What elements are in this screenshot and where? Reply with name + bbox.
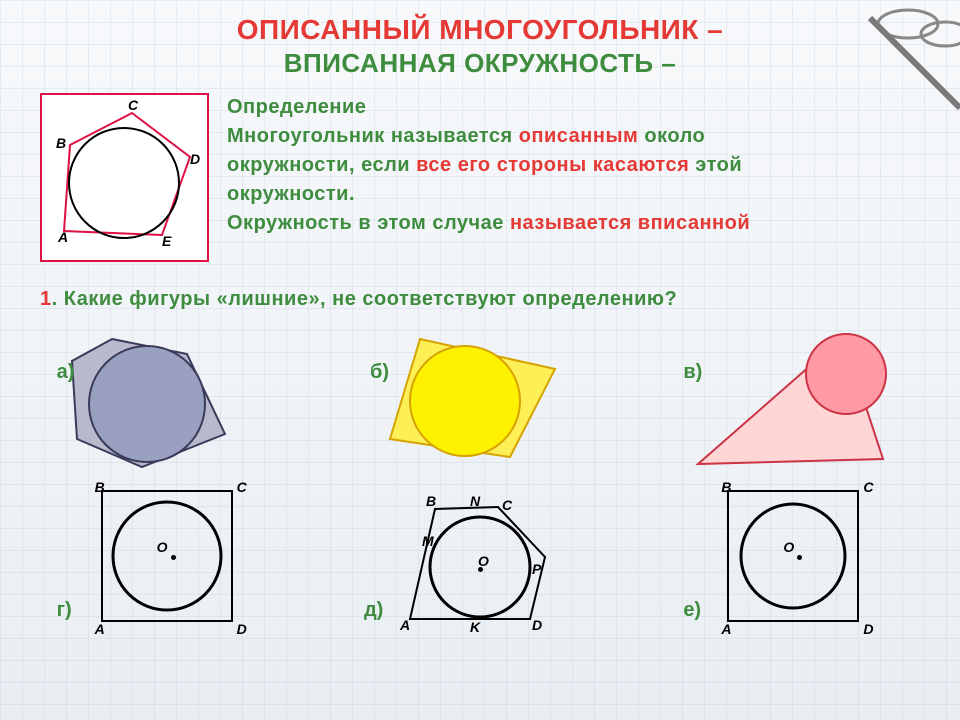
e-center-dot bbox=[478, 567, 483, 572]
figure-f: е) B C A D O bbox=[643, 479, 943, 639]
q-num: 1 bbox=[40, 288, 52, 310]
e-b: B bbox=[426, 493, 436, 509]
e-c: C bbox=[502, 497, 512, 513]
def-w9: Окружность в этом случае bbox=[227, 212, 504, 234]
figure-e: д) A B C D K M N P O bbox=[330, 479, 630, 639]
d-center-dot bbox=[171, 555, 176, 560]
f-c: C bbox=[863, 479, 873, 495]
label-a: а) bbox=[57, 361, 75, 384]
e-m: M bbox=[422, 533, 434, 549]
label-d: г) bbox=[57, 599, 72, 622]
e-n: N bbox=[470, 493, 480, 509]
label-b: б) bbox=[370, 361, 389, 384]
def-w7: этой bbox=[689, 154, 742, 176]
f-a: A bbox=[721, 621, 731, 637]
vertex-a: A bbox=[58, 229, 68, 245]
e-k: K bbox=[470, 619, 480, 635]
vertex-c: C bbox=[128, 97, 138, 113]
figure-a: а) bbox=[17, 319, 317, 469]
d-c: C bbox=[237, 479, 247, 495]
d-b: B bbox=[95, 479, 105, 495]
d-d: D bbox=[237, 621, 247, 637]
label-f: е) bbox=[683, 599, 701, 622]
vertex-d: D bbox=[190, 151, 200, 167]
q-text: Какие фигуры «лишние», не соответствуют … bbox=[64, 288, 677, 310]
def-w5: окружности, если bbox=[227, 154, 416, 176]
label-e: д) bbox=[364, 599, 383, 622]
figure-d: г) B C A D O bbox=[17, 479, 317, 639]
figure-row-1: а) б) в) bbox=[0, 311, 960, 469]
def-w8: окружности. bbox=[227, 180, 920, 209]
def-w10: называется вписанной bbox=[504, 212, 750, 234]
e-d: D bbox=[532, 617, 542, 633]
def-w6: все его стороны касаются bbox=[416, 154, 689, 176]
def-w2: называется bbox=[385, 125, 519, 147]
d-a: A bbox=[95, 621, 105, 637]
e-p: P bbox=[532, 561, 541, 577]
question-line: 1. Какие фигуры «лишние», не соответству… bbox=[0, 262, 960, 311]
figure-b: б) bbox=[330, 319, 630, 469]
e-a: A bbox=[400, 617, 410, 633]
def-w3: описанным bbox=[519, 125, 639, 147]
f-o: O bbox=[783, 539, 794, 555]
figure-row-2: г) B C A D O д) A B C D K M N P O е) bbox=[0, 469, 960, 639]
vertex-b: B bbox=[56, 135, 66, 151]
def-w1: Многоугольник bbox=[227, 125, 385, 147]
f-b: B bbox=[721, 479, 731, 495]
d-o: O bbox=[157, 539, 168, 555]
figure-c: в) bbox=[643, 319, 943, 469]
label-c: в) bbox=[683, 361, 702, 384]
f-d: D bbox=[863, 621, 873, 637]
decor-corner bbox=[790, 0, 960, 120]
q-dot: . bbox=[52, 288, 64, 310]
vertex-e: E bbox=[162, 233, 171, 249]
def-w4: около bbox=[638, 125, 705, 147]
mini-pentagon-figure: A B C D E bbox=[40, 93, 209, 262]
